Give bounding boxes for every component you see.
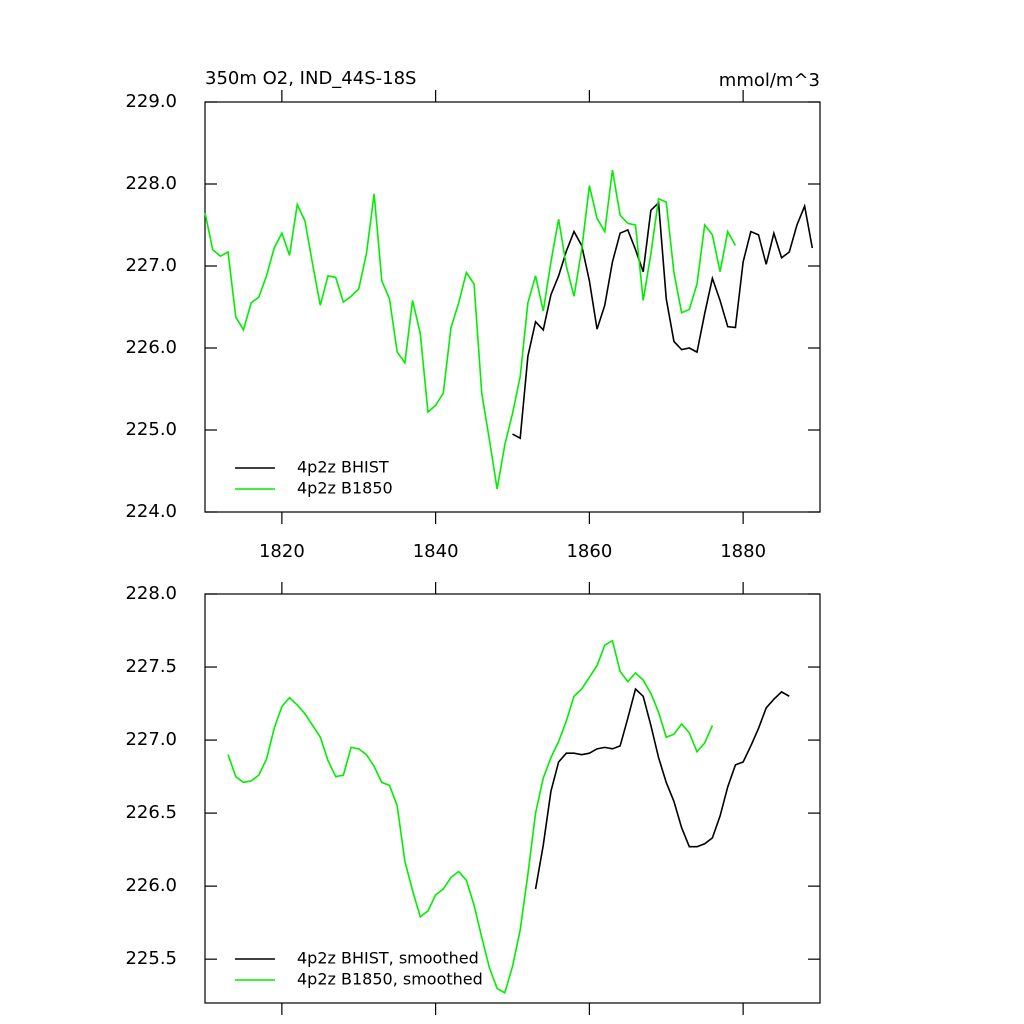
y-tick-label: 226.5 (125, 802, 177, 823)
y-tick-label: 224.0 (125, 501, 177, 522)
legend-label: 4p2z B1850 (297, 479, 393, 498)
y-tick-label: 225.0 (125, 419, 177, 440)
chart-title: 350m O2, IND_44S-18S (205, 68, 416, 89)
plot-frame (204, 101, 821, 513)
y-tick-label: 227.0 (125, 255, 177, 276)
data-line (227, 639, 714, 994)
y-tick-label: 228.0 (125, 583, 177, 604)
data-line (534, 687, 790, 890)
legend-label: 4p2z BHIST, smoothed (297, 949, 479, 968)
plot-frame (204, 593, 821, 1004)
data-line (204, 169, 737, 490)
x-tick-label: 1820 (259, 541, 305, 562)
legend-label: 4p2z BHIST (297, 458, 389, 477)
x-tick-label: 1840 (413, 541, 459, 562)
legend-label: 4p2z B1850, smoothed (297, 970, 483, 989)
y-tick-label: 226.0 (125, 337, 177, 358)
y-tick-label: 227.0 (125, 729, 177, 750)
data-line (512, 201, 814, 440)
y-tick-label: 227.5 (125, 656, 177, 677)
y-tick-label: 225.5 (125, 948, 177, 969)
y-tick-label: 226.0 (125, 875, 177, 896)
y-tick-label: 229.0 (125, 91, 177, 112)
x-tick-label: 1880 (720, 541, 766, 562)
x-tick-label: 1860 (566, 541, 612, 562)
y-tick-label: 228.0 (125, 173, 177, 194)
units-label: mmol/m^3 (719, 70, 820, 91)
